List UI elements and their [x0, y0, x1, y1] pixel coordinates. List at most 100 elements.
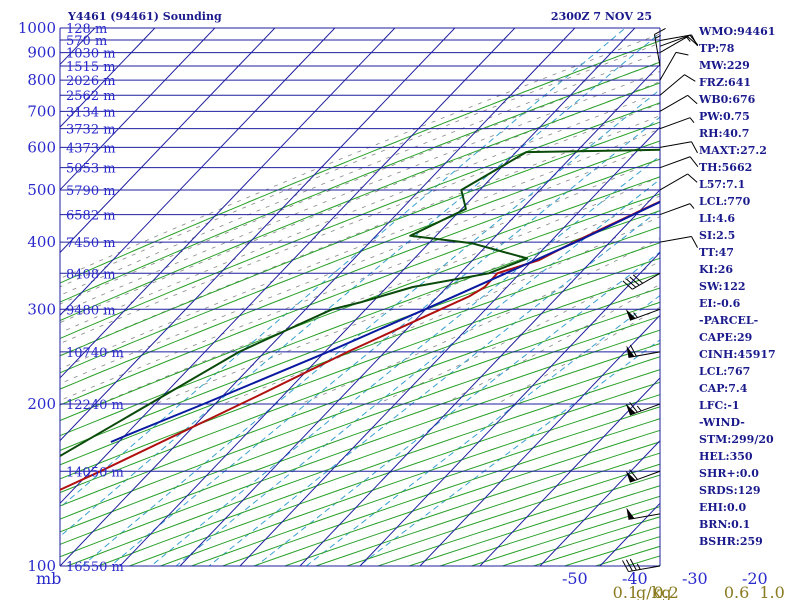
wind-barb-pennant	[626, 345, 635, 358]
wind-barb	[659, 36, 698, 54]
mixing-ratio-lines	[60, 28, 660, 566]
height-label: 3134 m	[66, 105, 116, 120]
dry-adiabat	[60, 61, 660, 303]
pressure-tick-label: 1000	[18, 19, 56, 37]
index-item: TP:78	[699, 42, 735, 55]
index-item: EHI:0.0	[699, 501, 746, 514]
index-item: EI:-0.6	[699, 297, 741, 310]
wind-barb-half	[654, 34, 661, 39]
chart-title: Y4461 (94461) Sounding	[67, 10, 222, 23]
parcel-line	[110, 200, 660, 443]
isotherm	[539, 439, 660, 566]
temperature-tick-label: -30	[682, 569, 708, 588]
moist-adiabat	[222, 216, 660, 405]
indices-panel: WMO:94461 TP:78 MW:229 FRZ:641 WB0:676 PW:0.7…	[698, 25, 776, 548]
pressure-tick-label: 700	[27, 102, 56, 120]
moist-adiabats	[60, 33, 660, 405]
wind-barb	[625, 308, 661, 321]
wind-barb	[622, 272, 661, 290]
mixing-ratio-tick-label: 0.2	[653, 583, 678, 600]
wind-barb-staff	[659, 34, 692, 41]
wind-barb-full	[622, 280, 633, 290]
pressure-tick-label: 500	[27, 181, 56, 199]
height-label: 5053 m	[66, 162, 116, 177]
moist-adiabat	[60, 61, 660, 305]
moist-adiabat	[60, 71, 660, 314]
index-item: -WIND-	[699, 416, 745, 429]
moist-adiabat	[60, 103, 660, 345]
wind-barb-staff	[659, 117, 691, 130]
pressure-tick-label: 400	[27, 233, 56, 251]
mixing-ratio-line	[255, 251, 660, 566]
wind-barb-staff	[629, 470, 661, 483]
moist-adiabat	[60, 142, 660, 385]
isotherm	[60, 28, 216, 191]
wind-barb-full	[689, 34, 699, 46]
index-item: STM:299/20	[699, 433, 774, 446]
wind-barb-full	[687, 36, 698, 46]
isotherms	[60, 28, 660, 566]
wind-barb-full	[689, 156, 699, 167]
dry-adiabat	[60, 315, 660, 533]
height-label: 9480 m	[66, 303, 116, 318]
wind-barb-full	[632, 274, 644, 284]
temperature-tick-label: -50	[562, 569, 588, 588]
wind-barb-half	[689, 117, 695, 123]
wind-barb	[625, 402, 661, 416]
dry-adiabat	[60, 140, 660, 374]
mixing-ratio-tick-label: 0.1	[613, 583, 638, 600]
wind-barb-full	[684, 74, 696, 82]
moist-adiabat	[60, 42, 660, 288]
wind-barb-full	[629, 402, 638, 413]
wind-barb	[659, 94, 698, 112]
wind-barb-staff	[659, 236, 692, 243]
index-item: MW:229	[699, 59, 750, 72]
isotherm	[60, 28, 276, 254]
height-label: 2562 m	[66, 89, 116, 104]
wind-barb-full	[687, 173, 698, 183]
height-label: 3732 m	[66, 123, 116, 138]
wind-barb-half	[689, 203, 695, 209]
wind-barb-full	[691, 141, 698, 154]
moist-adiabat	[60, 81, 660, 324]
temperature-tick-label: -40	[622, 569, 648, 588]
wind-barb-pennant	[625, 470, 636, 483]
wind-barb-full	[622, 560, 629, 572]
wind-barb-staff	[659, 94, 688, 112]
wind-barb	[659, 141, 698, 154]
wind-barbs	[622, 27, 699, 573]
pressure-tick-label: 100	[27, 557, 56, 575]
wind-barb	[659, 236, 698, 248]
wind-barb-full	[629, 469, 638, 480]
index-item: CINH:45917	[699, 348, 776, 361]
index-item: L57:7.1	[699, 178, 745, 191]
wind-barb	[659, 117, 695, 130]
isotherm	[239, 126, 660, 566]
isotherm	[60, 28, 396, 379]
dry-adiabat	[60, 343, 660, 558]
index-item: HEL:350	[699, 450, 753, 463]
wind-barb-full	[625, 559, 633, 572]
isotherm	[479, 377, 660, 566]
temperature-line	[60, 200, 660, 491]
wind-barb-staff	[659, 34, 691, 47]
wind-barb	[659, 203, 695, 216]
wind-barb-staff	[659, 74, 685, 96]
height-label: 6582 m	[66, 209, 116, 224]
wind-barb-full	[629, 344, 637, 357]
wind-barb	[626, 507, 661, 520]
wind-barb-staff	[628, 351, 661, 358]
wind-barb-half	[636, 563, 641, 570]
dry-adiabat	[60, 210, 660, 437]
wind-barb-staff	[659, 173, 688, 191]
moist-adiabat	[60, 91, 660, 334]
wind-barb-staff	[629, 308, 661, 321]
isotherm	[60, 28, 336, 316]
moist-adiabat	[496, 306, 660, 405]
dry-adiabat	[60, 287, 660, 507]
pressure-tick-label: 600	[27, 138, 56, 156]
wind-barb-full	[625, 278, 637, 288]
index-item: PW:0.75	[699, 110, 750, 123]
index-item: LFC:-1	[699, 399, 740, 412]
